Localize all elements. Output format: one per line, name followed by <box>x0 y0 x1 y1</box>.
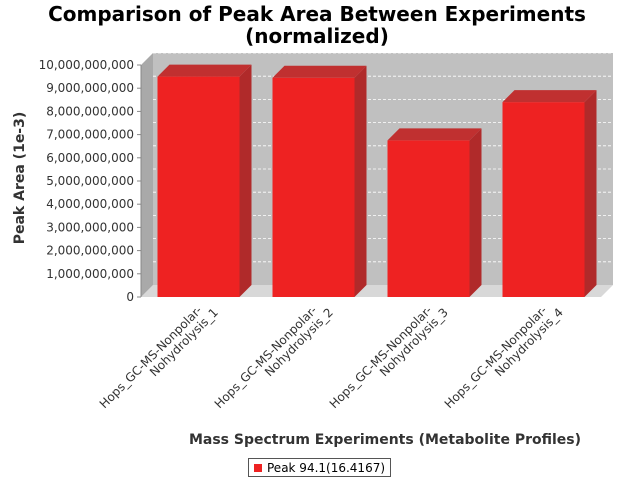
plot-side-wall <box>141 53 153 297</box>
y-tick-label: 4,000,000,000 <box>46 197 134 211</box>
x-tick-label-line: Hops_GC-MS-Nonpolar- <box>97 303 205 411</box>
bar-top <box>387 128 482 141</box>
x-axis-label: Mass Spectrum Experiments (Metabolite Pr… <box>189 432 581 448</box>
x-tick-label: Hops_GC-MS-Nonpolar-Nohydrolysis_1 <box>97 296 221 420</box>
y-tick-label: 3,000,000,000 <box>46 220 134 234</box>
x-tick-label-line: Hops_GC-MS-Nonpolar- <box>327 303 435 411</box>
y-tick-label: 6,000,000,000 <box>46 151 134 165</box>
chart-title-line-1: Comparison of Peak Area Between Experime… <box>48 2 586 26</box>
x-tick-label: Hops_GC-MS-Nonpolar-Nohydrolysis_3 <box>327 296 451 420</box>
bar <box>157 76 240 297</box>
y-tick-label: 10,000,000,000 <box>39 58 134 72</box>
y-tick-label: 2,000,000,000 <box>46 244 134 258</box>
y-axis-label: Peak Area (1e-3) <box>12 112 28 245</box>
bar <box>502 102 585 298</box>
x-tick-label-line: Hops_GC-MS-Nonpolar- <box>212 303 320 411</box>
y-tick-label: 5,000,000,000 <box>46 174 134 188</box>
bar-top <box>502 90 597 103</box>
bar <box>272 77 355 297</box>
y-tick-label: 8,000,000,000 <box>46 104 134 118</box>
x-tick-label: Hops_GC-MS-Nonpolar-Nohydrolysis_4 <box>442 296 566 420</box>
legend-swatch <box>254 463 262 472</box>
plot-floor <box>141 285 613 297</box>
y-tick-label: 7,000,000,000 <box>46 128 134 142</box>
bar-top <box>272 65 367 78</box>
legend-item-label: Peak 94.1(16.4167) <box>267 460 386 475</box>
chart-title-line-2: (normalized) <box>245 24 389 48</box>
bar <box>387 140 470 297</box>
x-tick-label: Hops_GC-MS-Nonpolar-Nohydrolysis_2 <box>212 296 336 420</box>
legend: Peak 94.1(16.4167) <box>248 458 392 477</box>
bar-side <box>584 90 597 298</box>
y-tick-label: 0 <box>126 290 134 304</box>
plot-area: 0 1,000,000,000 2,000,000,000 3,000,000,000… <box>39 52 613 420</box>
x-tick-label-line: Hops_GC-MS-Nonpolar- <box>442 303 550 411</box>
y-tick-label: 9,000,000,000 <box>46 81 134 95</box>
bar-side <box>469 128 482 297</box>
y-tick-label: 1,000,000,000 <box>46 267 134 281</box>
bar-top <box>157 64 252 77</box>
bar-side <box>239 64 252 297</box>
bar-side <box>354 65 367 297</box>
